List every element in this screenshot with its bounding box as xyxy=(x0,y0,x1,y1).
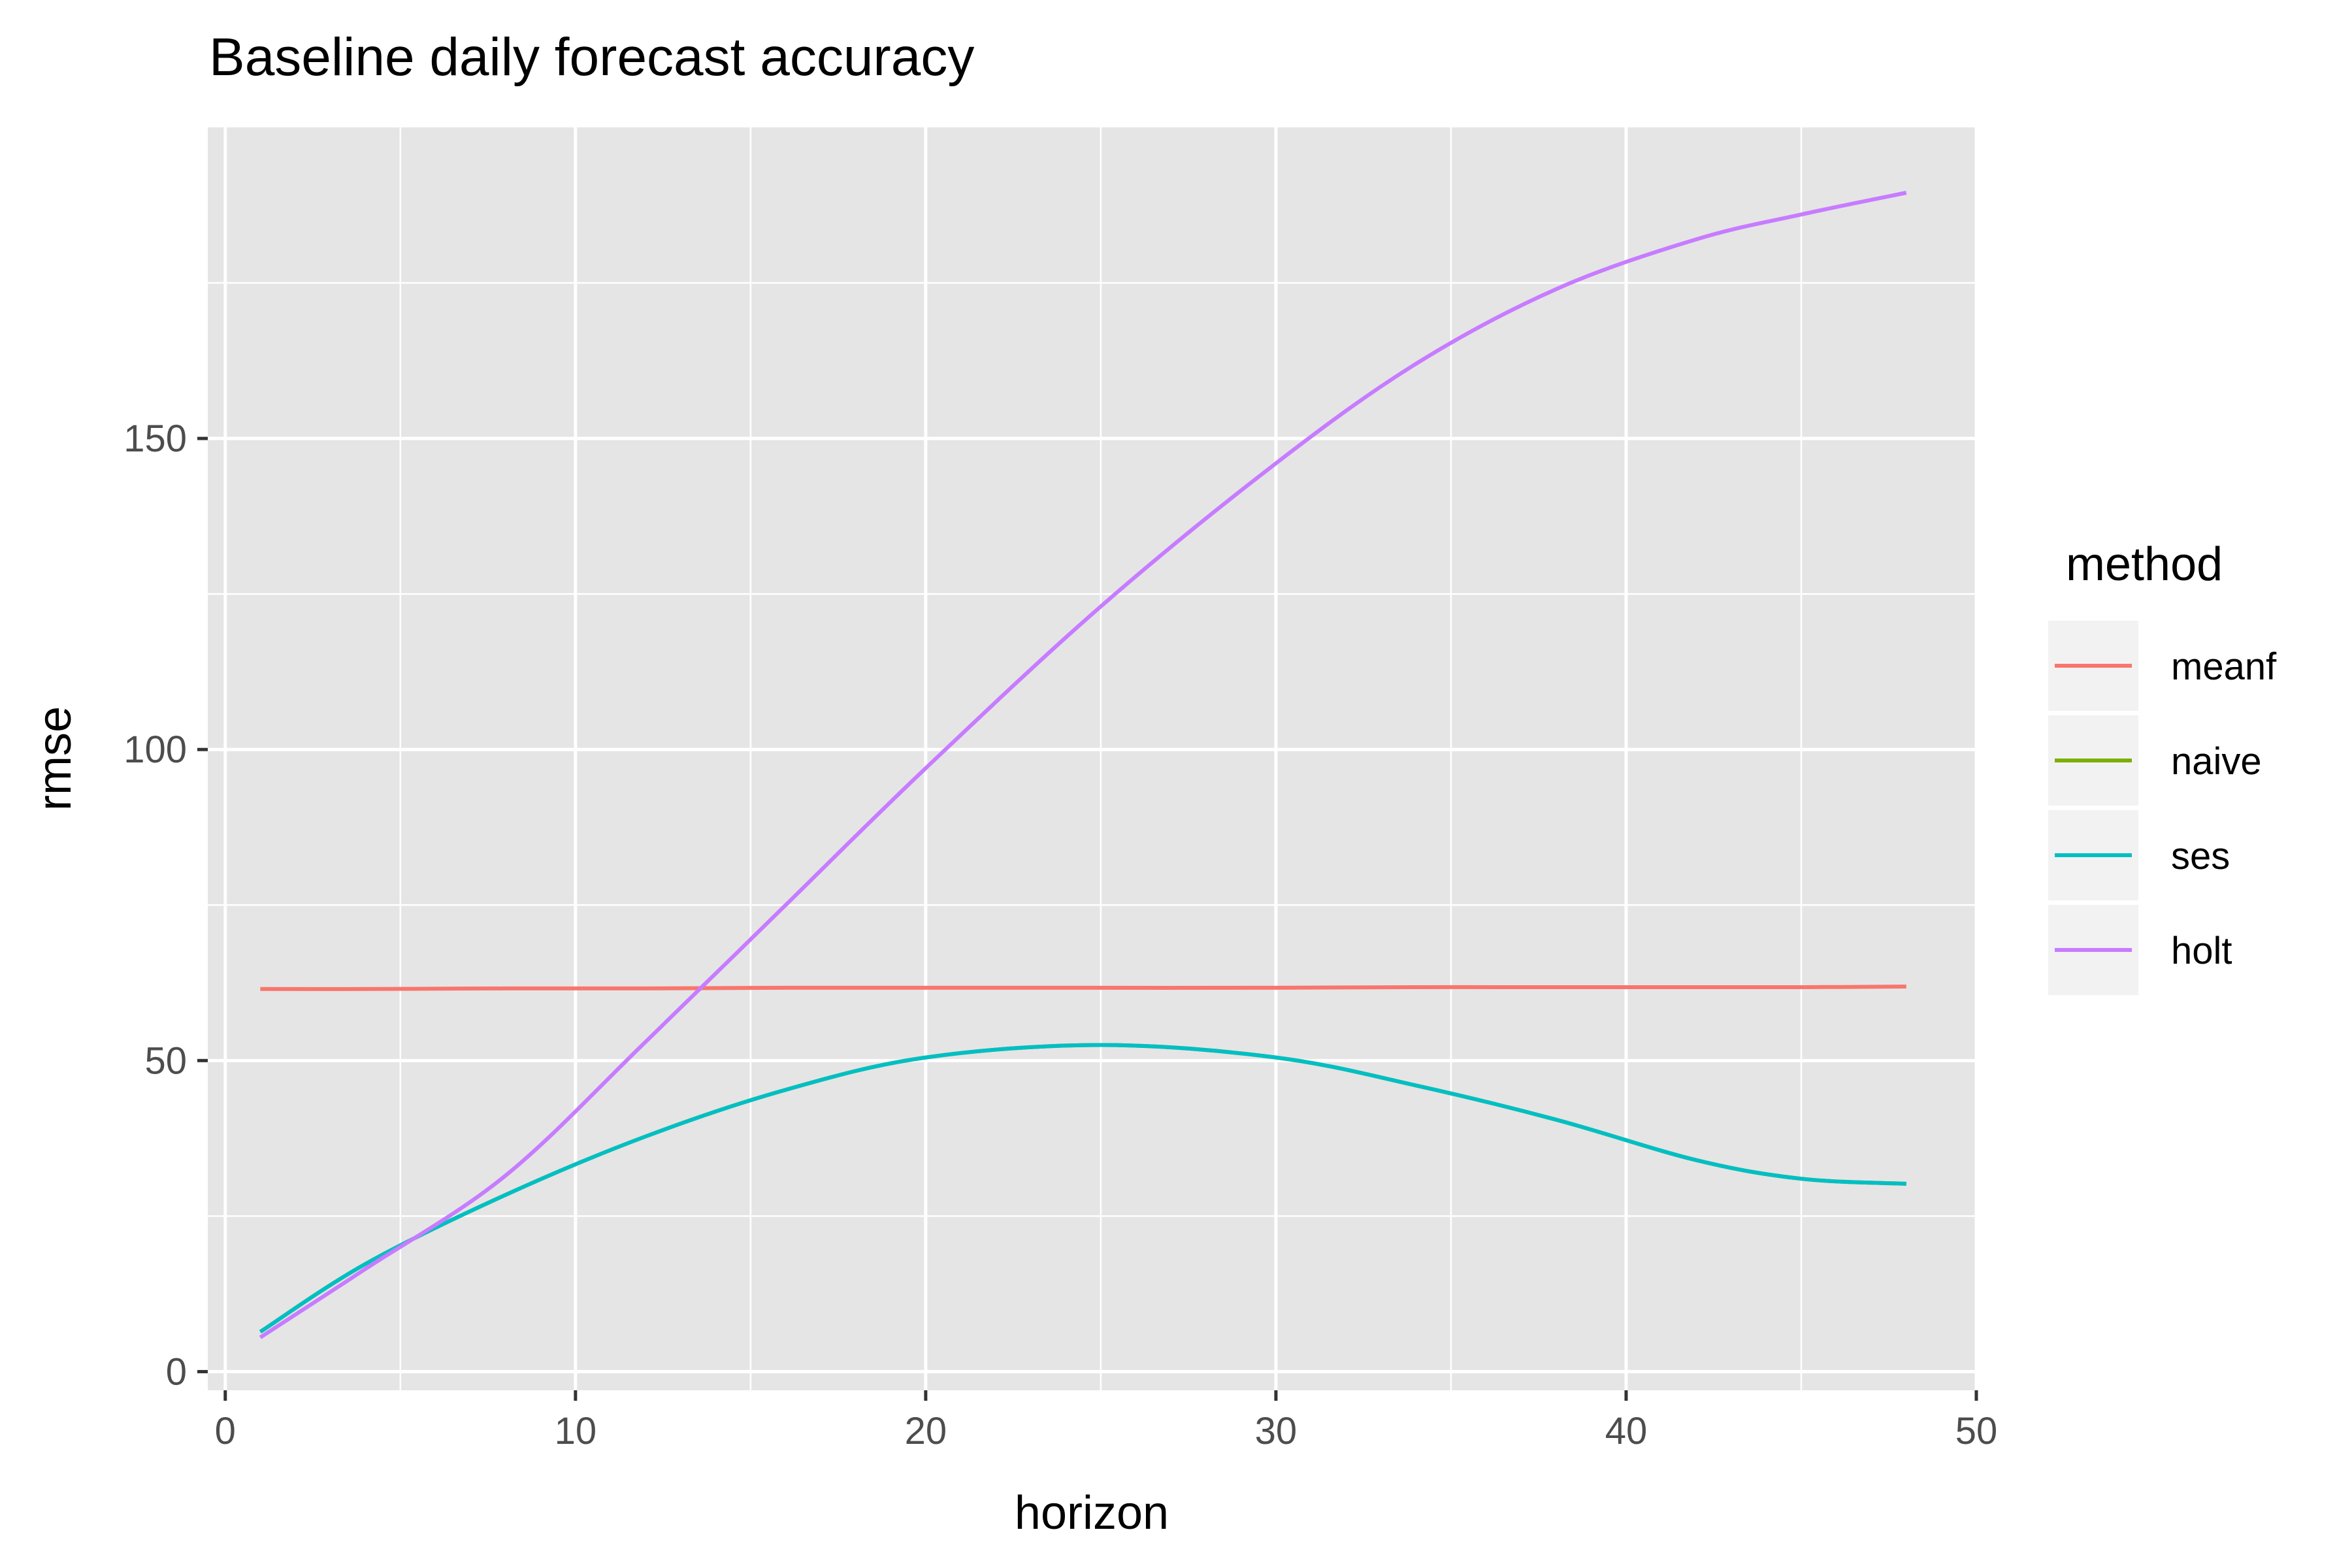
series-line-meanf xyxy=(260,985,1906,991)
y-axis-label: rmse xyxy=(29,706,81,811)
y-axis: 0 50 100 150 xyxy=(123,417,208,1393)
grid-major xyxy=(208,127,1978,1390)
x-tick-label: 50 xyxy=(1955,1410,1998,1452)
x-tick-label: 20 xyxy=(905,1410,947,1452)
chart-title: Baseline daily forecast accuracy xyxy=(209,27,974,87)
series-line-holt xyxy=(259,191,1907,1339)
series-lines xyxy=(259,191,1907,1339)
y-tick-label: 0 xyxy=(166,1350,187,1393)
y-tick-label: 150 xyxy=(123,417,187,460)
x-tick-label: 0 xyxy=(215,1410,236,1452)
x-tick-label: 10 xyxy=(555,1410,597,1452)
legend-title: method xyxy=(2066,538,2223,591)
legend-label-meanf: meanf xyxy=(2171,645,2277,688)
legend: meanf naive ses holt xyxy=(2048,621,2277,995)
x-tick-label: 40 xyxy=(1605,1410,1648,1452)
y-tick-label: 100 xyxy=(123,728,187,771)
grid-minor xyxy=(208,127,1976,1390)
x-axis: 0 10 20 30 40 50 xyxy=(215,1390,1998,1452)
legend-label-holt: holt xyxy=(2171,930,2232,972)
legend-label-naive: naive xyxy=(2171,740,2262,783)
y-tick-label: 50 xyxy=(144,1039,187,1082)
series-line-ses xyxy=(259,1043,1906,1334)
x-tick-label: 30 xyxy=(1255,1410,1298,1452)
x-axis-label: horizon xyxy=(1015,1487,1169,1539)
legend-label-ses: ses xyxy=(2171,835,2230,877)
